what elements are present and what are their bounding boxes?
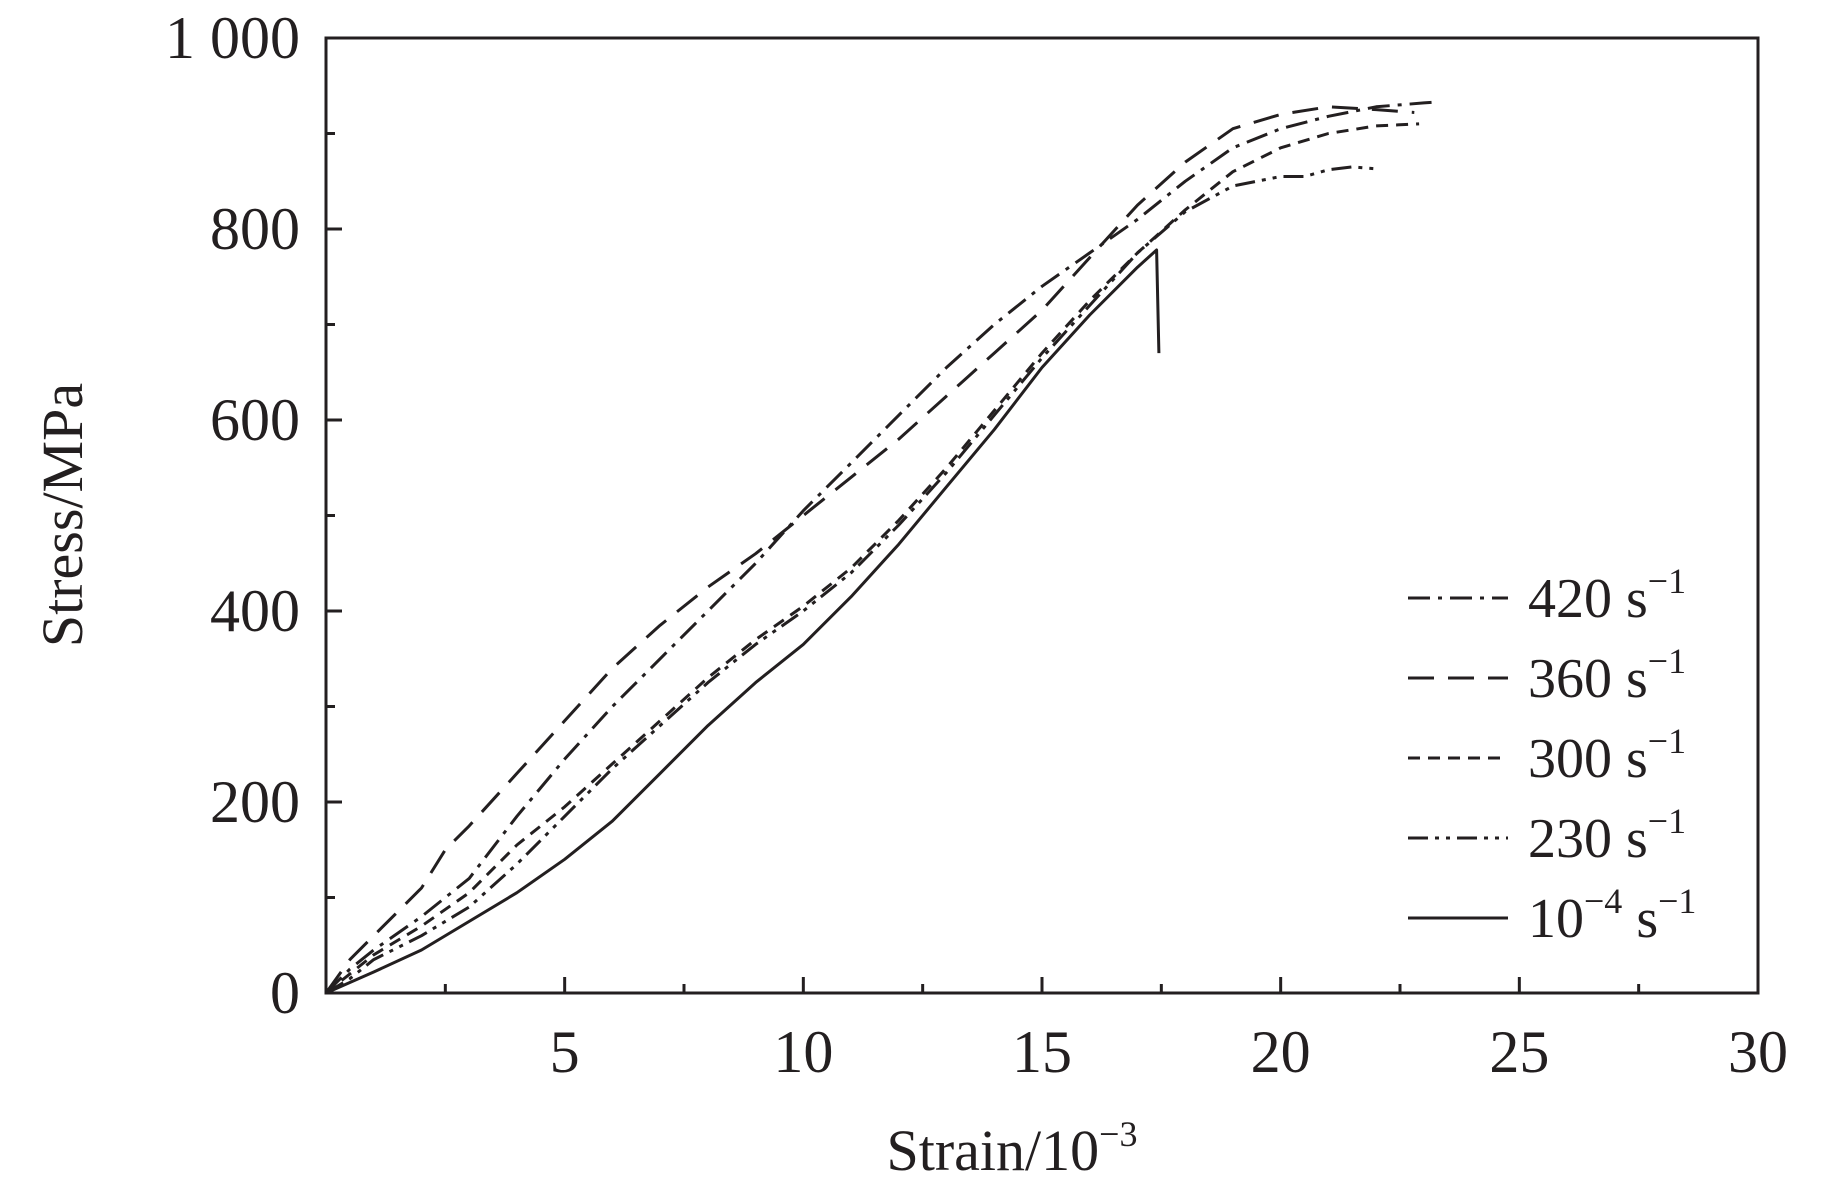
y-tick-label: 800: [210, 196, 300, 262]
legend-label-suffix: s: [1622, 888, 1658, 950]
legend-label-exponent: −4: [1584, 881, 1622, 921]
x-axis-title-text: Strain/10: [887, 1118, 1100, 1177]
y-axis-title: Stress/MPa: [30, 383, 95, 647]
legend-label-exponent: −1: [1648, 561, 1686, 601]
x-tick-label: 15: [1012, 1019, 1072, 1085]
y-tick-label: 0: [270, 960, 300, 1026]
legend-label-text: 10: [1528, 888, 1584, 950]
y-axis-ticks: 0 200 400 600 800 1 000: [165, 5, 342, 1026]
series-line-1: [324, 105, 1415, 994]
x-tick-label: 25: [1489, 1019, 1549, 1085]
legend-label-exponent: −1: [1648, 721, 1686, 761]
legend-label-text: 420 s: [1528, 568, 1648, 630]
x-axis-title: Strain/10−3: [887, 1114, 1138, 1177]
legend-label-exponent: −1: [1648, 801, 1686, 841]
y-tick-label: 1 000: [165, 5, 300, 71]
x-axis-title-exponent: −3: [1099, 1114, 1137, 1154]
x-tick-label: 30: [1728, 1019, 1788, 1085]
legend-label-3: 230 s−1: [1528, 801, 1686, 870]
series-line-2: [325, 122, 1420, 995]
x-tick-label: 10: [773, 1019, 833, 1085]
legend-label-1: 360 s−1: [1528, 641, 1686, 710]
legend-label-text: 360 s: [1528, 648, 1648, 710]
x-axis-ticks: 5 10 15 20 25 30: [443, 977, 1788, 1085]
legend-label-exponent: −1: [1648, 641, 1686, 681]
legend-label-text: 300 s: [1528, 728, 1648, 790]
series-line-4: [325, 248, 1161, 995]
series-line-3: [325, 165, 1377, 995]
y-tick-label: 200: [210, 769, 300, 835]
legend-label-4: 10−4 s−1: [1528, 881, 1696, 950]
series-line-0: [324, 100, 1439, 995]
y-tick-label: 600: [210, 387, 300, 453]
legend-label-0: 420 s−1: [1528, 561, 1686, 630]
legend-label-suffix-exponent: −1: [1658, 881, 1696, 921]
x-tick-label: 5: [550, 1019, 580, 1085]
legend-label-2: 300 s−1: [1528, 721, 1686, 790]
legend-label-text: 230 s: [1528, 808, 1648, 870]
x-tick-label: 20: [1251, 1019, 1311, 1085]
series-lines: [324, 100, 1439, 995]
y-tick-label: 400: [210, 578, 300, 644]
